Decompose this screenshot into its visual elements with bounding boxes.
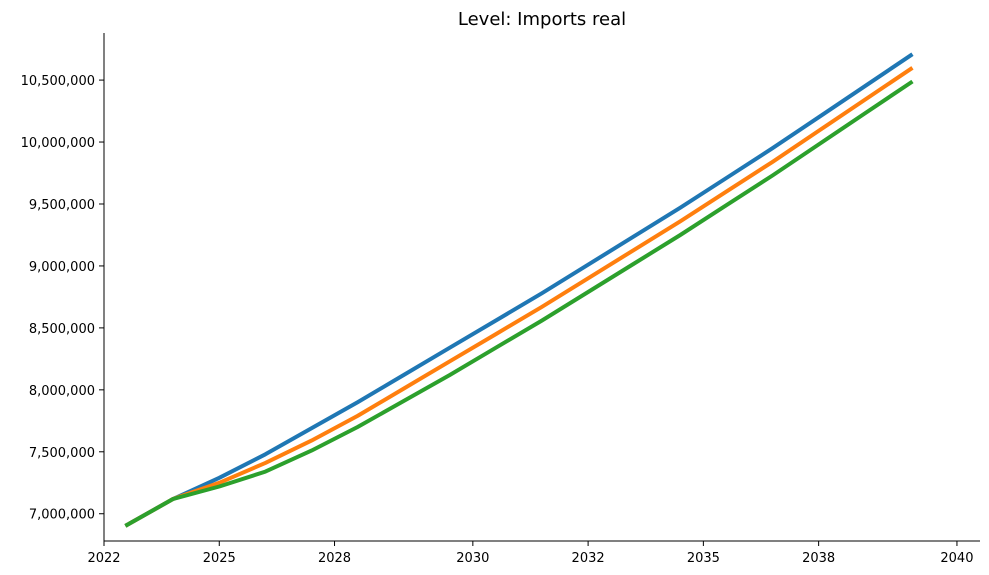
y-tick-label: 9,500,000 — [29, 198, 95, 213]
x-tick-label: 2028 — [318, 551, 351, 566]
x-tick-label: 2040 — [940, 551, 973, 566]
axes: 2022 2025 2028 2030 2032 2035 2038 2040 7,000,00… — [21, 33, 980, 566]
series-line-1 — [124, 52, 914, 528]
series-line-2 — [124, 66, 914, 528]
y-tick-label: 8,500,000 — [29, 322, 95, 337]
x-tick-label: 2035 — [687, 551, 720, 566]
y-tick-label: 8,000,000 — [29, 384, 95, 399]
series-line-3 — [124, 79, 914, 528]
x-tick-label: 2038 — [802, 551, 835, 566]
series-lines — [124, 52, 914, 528]
x-tick-label: 2032 — [572, 551, 605, 566]
y-tick-label: 10,000,000 — [21, 136, 95, 151]
y-tick-label: 7,500,000 — [29, 446, 95, 461]
y-tick-label: 10,500,000 — [21, 74, 95, 89]
y-tick-label: 7,000,000 — [29, 508, 95, 523]
x-tick-label: 2030 — [456, 551, 489, 566]
y-tick-label: 9,000,000 — [29, 260, 95, 275]
chart-title: Level: Imports real — [458, 9, 626, 30]
x-tick-label: 2022 — [87, 551, 120, 566]
x-tick-label: 2025 — [203, 551, 236, 566]
